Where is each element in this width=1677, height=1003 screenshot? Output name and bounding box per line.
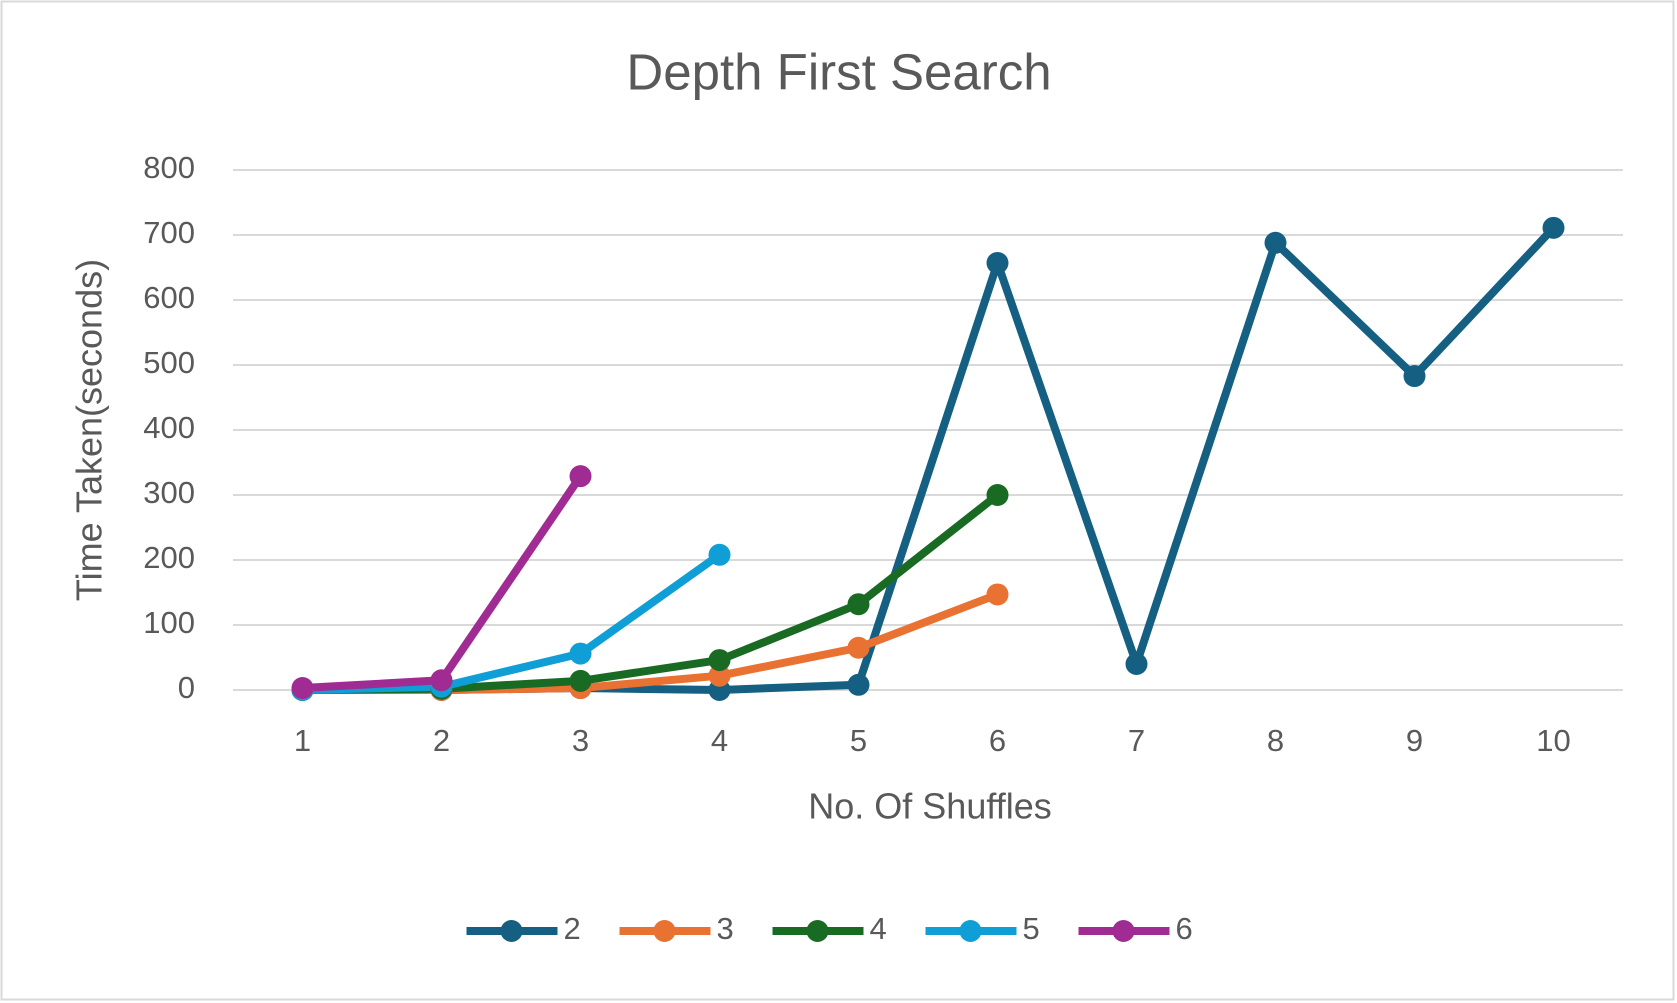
y-tick-label: 100 bbox=[143, 605, 195, 640]
data-point bbox=[847, 593, 870, 616]
legend-label: 6 bbox=[1176, 911, 1193, 946]
data-point bbox=[1403, 365, 1426, 388]
data-point bbox=[986, 251, 1009, 274]
x-tick-label: 2 bbox=[433, 723, 450, 758]
y-tick-label: 800 bbox=[143, 150, 195, 185]
x-tick-label: 4 bbox=[711, 723, 728, 758]
x-tick-label: 3 bbox=[572, 723, 589, 758]
data-point bbox=[847, 673, 870, 696]
data-point bbox=[1264, 231, 1287, 254]
legend-marker bbox=[653, 920, 676, 942]
data-point bbox=[986, 484, 1009, 506]
data-point bbox=[1542, 216, 1565, 239]
x-axis-title: No. Of Shuffles bbox=[808, 786, 1051, 827]
x-tick-label: 8 bbox=[1267, 723, 1284, 758]
legend-label: 2 bbox=[564, 911, 581, 946]
legend-marker bbox=[1112, 920, 1135, 942]
legend-marker bbox=[500, 920, 523, 942]
data-point bbox=[708, 649, 731, 672]
y-tick-label: 500 bbox=[143, 345, 195, 380]
legend-marker bbox=[959, 920, 982, 942]
data-point bbox=[986, 583, 1009, 606]
y-tick-label: 600 bbox=[143, 280, 195, 315]
data-point bbox=[291, 677, 314, 700]
y-tick-label: 400 bbox=[143, 410, 195, 445]
data-point bbox=[708, 664, 731, 687]
legend-label: 4 bbox=[870, 911, 887, 946]
x-tick-label: 9 bbox=[1406, 723, 1423, 758]
legend-marker bbox=[806, 920, 829, 942]
data-point bbox=[569, 642, 592, 665]
data-point bbox=[708, 543, 731, 566]
legend-label: 3 bbox=[717, 911, 734, 946]
x-tick-label: 6 bbox=[989, 723, 1006, 758]
y-tick-label: 200 bbox=[143, 540, 195, 575]
series-line bbox=[302, 551, 722, 694]
y-tick-label: 300 bbox=[143, 475, 195, 510]
data-point bbox=[569, 465, 592, 488]
data-point bbox=[1125, 653, 1148, 675]
data-point bbox=[430, 669, 453, 692]
y-axis-title: Time Taken(seconds) bbox=[69, 259, 110, 601]
y-tick-label: 0 bbox=[178, 670, 195, 705]
data-point bbox=[847, 636, 870, 659]
data-point bbox=[569, 669, 592, 692]
x-tick-label: 7 bbox=[1128, 723, 1145, 758]
x-tick-label: 10 bbox=[1536, 723, 1570, 758]
y-tick-label: 700 bbox=[143, 215, 195, 250]
chart-title: Depth First Search bbox=[626, 43, 1051, 100]
legend-label: 5 bbox=[1023, 911, 1040, 946]
x-tick-label: 1 bbox=[294, 723, 311, 758]
x-tick-label: 5 bbox=[850, 723, 867, 758]
